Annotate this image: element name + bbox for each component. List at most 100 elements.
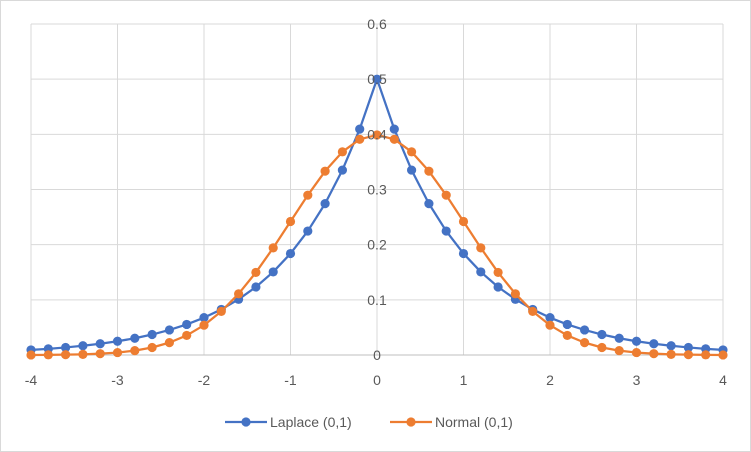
data-point <box>649 339 659 349</box>
data-point <box>337 165 347 175</box>
data-point <box>441 226 451 236</box>
data-point <box>562 319 572 330</box>
data-point <box>285 216 296 227</box>
x-axis-tick-labels: -4 -3 -2 -1 0 1 2 3 4 <box>25 372 727 388</box>
data-point <box>26 350 36 360</box>
data-point <box>649 349 659 359</box>
data-point <box>528 306 538 317</box>
data-point <box>355 124 365 134</box>
y-axis-tick-labels: 0 0.1 0.2 0.3 0.4 0.5 0.6 <box>367 16 387 363</box>
data-point <box>320 166 330 176</box>
legend-marker <box>406 417 416 427</box>
data-point <box>199 320 209 330</box>
data-point <box>251 282 261 292</box>
data-point <box>683 350 694 360</box>
data-point <box>458 216 469 227</box>
data-point <box>666 341 676 351</box>
data-point <box>545 320 555 330</box>
data-point <box>597 329 607 340</box>
y-tick-label: 0 <box>373 347 381 363</box>
data-point <box>147 329 157 340</box>
x-tick-label: 3 <box>633 372 641 388</box>
y-tick-label: 0.3 <box>367 182 387 198</box>
data-point <box>130 346 140 356</box>
data-point <box>61 342 71 353</box>
data-point <box>320 199 330 209</box>
data-point <box>580 325 590 335</box>
data-point <box>476 243 486 253</box>
data-point <box>476 267 486 277</box>
data-point <box>614 346 624 356</box>
y-tick-label: 0.4 <box>367 126 387 142</box>
data-point <box>493 267 503 278</box>
y-tick-label: 0.1 <box>367 292 387 308</box>
data-point <box>407 165 417 175</box>
data-point <box>164 338 174 348</box>
data-point <box>95 349 105 359</box>
x-tick-label: -1 <box>284 372 297 388</box>
x-tick-label: -2 <box>198 372 211 388</box>
data-point <box>441 190 451 200</box>
data-point <box>631 347 642 358</box>
data-point <box>251 267 261 278</box>
x-tick-label: 1 <box>460 372 468 388</box>
data-point <box>112 336 123 346</box>
data-point <box>562 330 572 341</box>
x-tick-label: 0 <box>373 372 381 388</box>
data-point <box>424 166 434 176</box>
data-point <box>303 190 313 200</box>
data-point <box>285 248 296 259</box>
data-point <box>43 350 53 360</box>
data-point <box>545 313 555 323</box>
data-point <box>112 347 123 358</box>
x-tick-label: 2 <box>546 372 554 388</box>
data-point <box>216 306 226 317</box>
legend-marker <box>241 417 251 427</box>
data-point <box>493 282 503 292</box>
data-point <box>389 124 399 134</box>
data-point <box>424 199 434 209</box>
x-tick-label: -4 <box>25 372 38 388</box>
data-point <box>78 341 88 351</box>
data-point <box>130 333 140 343</box>
x-tick-label: 4 <box>719 372 727 388</box>
series-layer <box>26 74 728 360</box>
data-point <box>95 339 105 349</box>
data-point <box>458 248 469 259</box>
y-tick-label: 0.2 <box>367 237 387 253</box>
data-point <box>164 325 174 335</box>
data-point <box>199 313 209 323</box>
data-point <box>303 226 313 236</box>
data-point <box>407 147 417 157</box>
data-point <box>268 243 278 253</box>
data-point <box>631 336 642 346</box>
x-tick-label: -3 <box>111 372 124 388</box>
y-tick-label: 0.6 <box>367 16 387 32</box>
data-point <box>355 134 365 144</box>
data-point <box>372 74 382 84</box>
gridlines <box>30 23 724 355</box>
data-point <box>666 349 676 359</box>
legend: Laplace (0,1) Normal (0,1) <box>225 414 513 430</box>
data-point <box>683 342 694 353</box>
legend-item: Laplace (0,1) <box>225 414 352 430</box>
data-point <box>182 330 192 341</box>
data-point <box>268 267 278 277</box>
legend-label: Normal (0,1) <box>435 414 513 430</box>
legend-label: Laplace (0,1) <box>270 414 352 430</box>
legend-item: Normal (0,1) <box>390 414 513 430</box>
y-tick-label: 0.5 <box>367 71 387 87</box>
data-point <box>147 342 157 353</box>
data-point <box>61 350 71 360</box>
data-point <box>597 342 607 353</box>
data-point <box>372 130 382 140</box>
data-point <box>701 350 711 360</box>
data-point <box>182 319 192 330</box>
data-point <box>78 349 88 359</box>
data-point <box>718 350 728 360</box>
data-point <box>510 289 520 299</box>
data-point <box>337 147 347 157</box>
data-point <box>580 338 590 348</box>
data-point <box>234 289 244 299</box>
